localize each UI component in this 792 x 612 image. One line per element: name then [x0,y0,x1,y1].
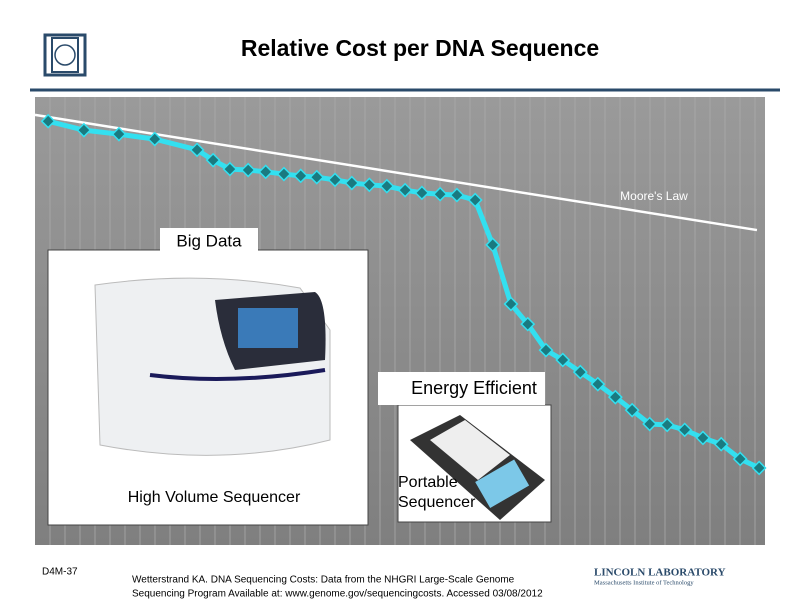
logo-subtext: Massachusetts Institute of Technology [594,579,694,586]
high-volume-photo [47,249,369,526]
data-point [76,122,92,138]
data-point [344,175,360,191]
data-point [607,389,623,405]
callout-box [160,228,258,254]
data-point [189,142,205,158]
data-point [449,187,465,203]
data-point [485,237,501,253]
data-point [379,178,395,194]
data-point [240,162,256,178]
citation: Sequencing Program Available at: www.gen… [132,589,543,600]
data-point [40,113,56,129]
data-point [642,416,658,432]
data-point [520,316,536,332]
callout: Energy Efficient [411,378,537,398]
data-point [327,172,343,188]
data-point [751,460,767,476]
data-point [467,192,483,208]
data-point [111,126,127,142]
data-point [205,152,221,168]
slide-id: D4M-37 [42,567,78,578]
data-point [361,177,377,193]
portable-photo [397,404,552,523]
trend-label: Moore's Law [620,189,688,203]
data-point [293,168,309,184]
data-point [147,131,163,147]
data-point [414,185,430,201]
data-point [695,430,711,446]
data-point [222,161,238,177]
data-point [276,166,292,182]
caption-box: Portable Sequencer [398,474,476,511]
data-point [677,422,693,438]
data-point [659,417,675,433]
callout: Big Data [176,231,242,250]
data-point [732,451,748,467]
data-point [713,436,729,452]
data-point [258,164,274,180]
slide-title: Relative Cost per DNA Sequence [241,35,599,61]
callout-box [378,372,545,405]
data-point [397,182,413,198]
data-point [555,352,571,368]
data-point [432,186,448,202]
caption: Portable Sequencer [398,474,476,511]
logo-icon [43,33,87,77]
data-point [309,169,325,185]
logo-text: LINCOLN LABORATORY [594,567,726,579]
citation: Wetterstrand KA. DNA Sequencing Costs: D… [132,575,515,586]
data-point [538,342,554,358]
data-point [503,296,519,312]
data-point [624,402,640,418]
data-point [590,376,606,392]
data-point [572,364,588,380]
caption: High Volume Sequencer [128,489,301,506]
